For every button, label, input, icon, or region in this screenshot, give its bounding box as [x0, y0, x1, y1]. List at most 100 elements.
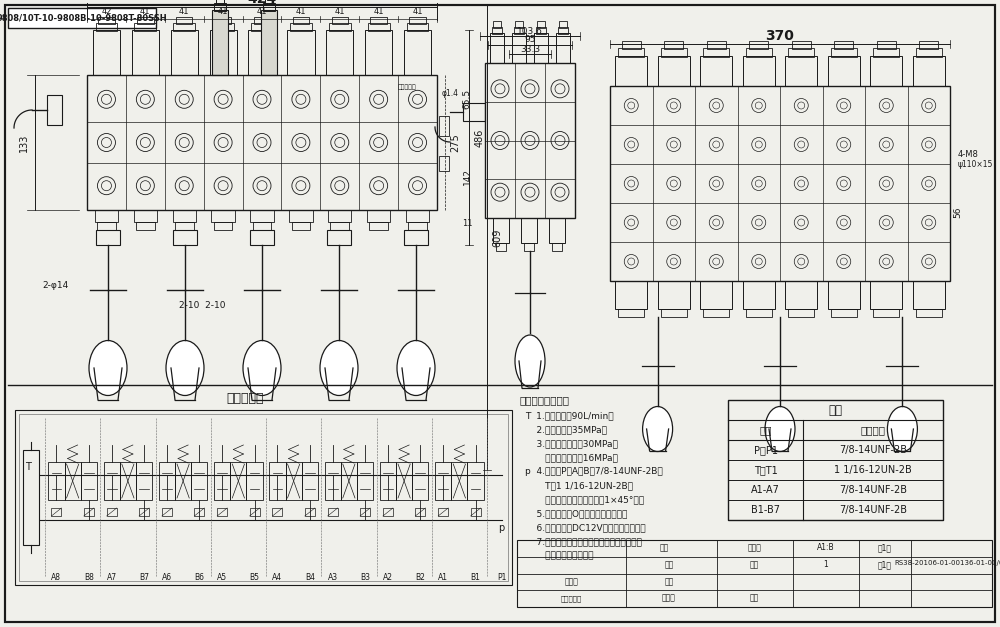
Bar — [250, 508, 260, 516]
Bar — [263, 3, 275, 11]
Bar — [326, 30, 353, 75]
Text: 2-φ14: 2-φ14 — [42, 280, 68, 290]
Bar — [828, 56, 860, 86]
Bar — [439, 156, 449, 171]
Bar — [383, 508, 393, 516]
Bar — [622, 41, 641, 49]
Text: 责任人: 责任人 — [662, 594, 676, 603]
Text: 486: 486 — [475, 129, 485, 147]
Text: RS38-20106-01-00136-01-00/00: RS38-20106-01-00136-01-00/00 — [895, 561, 1000, 566]
Bar — [517, 540, 992, 607]
Text: 标准化: 标准化 — [748, 544, 761, 552]
Bar — [913, 281, 945, 309]
Bar — [828, 281, 860, 309]
Text: 42: 42 — [101, 6, 112, 16]
Text: B4: B4 — [305, 572, 315, 581]
Bar — [134, 210, 157, 222]
Ellipse shape — [515, 335, 545, 387]
Text: 41: 41 — [373, 6, 384, 16]
Ellipse shape — [765, 406, 795, 451]
Text: 103.6: 103.6 — [517, 26, 543, 36]
Text: 95: 95 — [524, 36, 536, 45]
Bar — [332, 17, 348, 24]
Bar — [341, 462, 357, 500]
Bar — [19, 414, 508, 581]
Text: 65.5: 65.5 — [462, 89, 472, 109]
Bar — [253, 222, 271, 230]
Bar — [404, 230, 428, 245]
Bar — [325, 462, 341, 500]
Ellipse shape — [887, 406, 917, 451]
Bar — [137, 17, 154, 24]
Text: ψ110×15: ψ110×15 — [958, 160, 993, 169]
Text: 4-M8: 4-M8 — [958, 150, 979, 159]
Text: A3: A3 — [328, 572, 338, 581]
Bar — [211, 210, 235, 222]
Bar — [870, 281, 902, 309]
Bar — [368, 23, 390, 31]
Bar — [559, 21, 567, 28]
Bar — [369, 222, 388, 230]
Text: 9808/10T-10-9808B-10-9808T-80SSH: 9808/10T-10-9808B-10-9808T-80SSH — [0, 14, 167, 23]
Bar — [916, 309, 942, 317]
Text: 142: 142 — [462, 168, 472, 185]
Bar — [327, 230, 351, 245]
Bar — [537, 21, 545, 28]
Text: A1: A1 — [438, 572, 448, 581]
Text: 审核: 审核 — [750, 561, 759, 569]
Text: 33.3: 33.3 — [520, 45, 540, 53]
Bar — [916, 48, 942, 57]
Bar — [107, 508, 117, 516]
Bar — [512, 33, 526, 63]
Bar — [404, 30, 431, 75]
Bar — [785, 281, 817, 309]
Text: 41: 41 — [179, 6, 189, 16]
Bar — [703, 48, 729, 57]
Bar — [120, 462, 136, 500]
Bar — [451, 462, 467, 500]
Text: A1-A7: A1-A7 — [751, 485, 780, 495]
Bar — [785, 56, 817, 86]
Text: 7.阀体表面硬化处理，安全阀及螺栋镀镇，: 7.阀体表面硬化处理，安全阀及螺栋镀镇， — [525, 537, 642, 547]
Text: 过载阀调定压力16MPa；: 过载阀调定压力16MPa； — [525, 453, 618, 463]
Bar — [357, 462, 373, 500]
Bar — [919, 41, 938, 49]
Bar — [171, 30, 198, 75]
Text: 液压原理图: 液压原理图 — [226, 393, 264, 406]
Bar — [788, 48, 814, 57]
Text: A2: A2 — [383, 572, 393, 581]
Text: 设计: 设计 — [664, 561, 674, 569]
Text: T  1.最大流量：90L/min；: T 1.最大流量：90L/min； — [525, 411, 614, 421]
Text: 7/8-14UNF-2B: 7/8-14UNF-2B — [839, 485, 907, 495]
Bar — [81, 462, 97, 500]
Bar — [746, 48, 772, 57]
Bar — [610, 86, 950, 281]
Bar — [618, 309, 644, 317]
Bar — [415, 508, 425, 516]
Bar — [51, 508, 61, 516]
Bar — [877, 41, 896, 49]
Text: 签字或盖章: 签字或盖章 — [561, 595, 582, 601]
Text: 日期: 日期 — [750, 594, 759, 603]
Bar — [175, 222, 194, 230]
Bar — [173, 23, 195, 31]
Bar — [96, 230, 120, 245]
Bar — [360, 508, 370, 516]
Bar — [104, 462, 120, 500]
Bar — [98, 17, 115, 24]
Text: B6: B6 — [194, 572, 204, 581]
Ellipse shape — [89, 340, 127, 396]
Text: 370: 370 — [766, 29, 794, 43]
Text: 41: 41 — [335, 6, 345, 16]
Bar — [289, 210, 313, 222]
Bar — [485, 63, 575, 218]
Bar — [47, 95, 62, 125]
Text: 螺纹规格: 螺纹规格 — [861, 425, 886, 435]
Text: B2: B2 — [415, 572, 425, 581]
Bar — [23, 450, 39, 545]
Bar — [173, 230, 197, 245]
Bar — [134, 23, 156, 31]
Text: 6.电磁线圈：DC12V，三防防水接头；: 6.电磁线圈：DC12V，三防防水接头； — [525, 524, 646, 532]
Ellipse shape — [166, 340, 204, 396]
Text: 1: 1 — [823, 561, 828, 569]
